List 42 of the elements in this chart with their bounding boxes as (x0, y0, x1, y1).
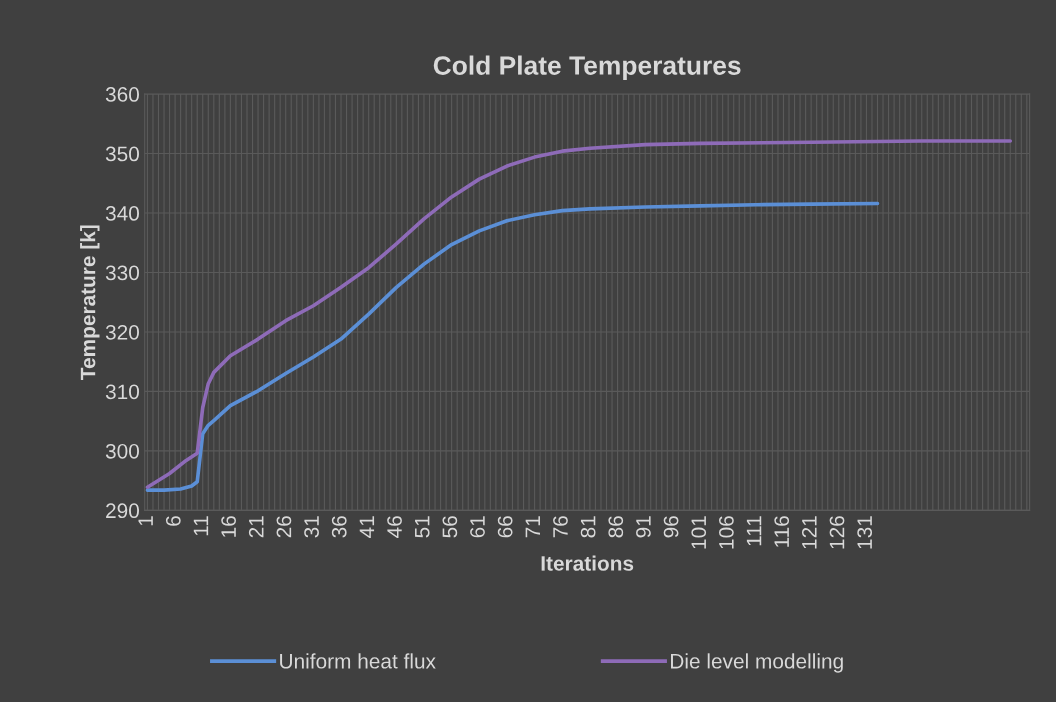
y-tick-label: 300 (105, 443, 139, 459)
x-tick-label: 26 (276, 516, 292, 538)
line-series (145, 201, 880, 492)
x-tick-label: 1 (138, 516, 153, 526)
y-tick-label: 320 (105, 324, 139, 340)
x-tick-label: 101 (691, 516, 707, 549)
x-tick-label: 16 (221, 516, 236, 537)
y-tick-label: 340 (105, 206, 139, 221)
y-tick-label: 290 (106, 503, 139, 519)
y-tick-label: 350 (105, 146, 139, 162)
y-axis-title: Temperature [k] (80, 225, 100, 380)
x-tick-label: 31 (304, 516, 319, 538)
x-tick-label: 106 (719, 516, 734, 549)
x-tick-label: 96 (663, 516, 679, 538)
x-tick-label: 81 (580, 516, 596, 538)
x-tick-label: 46 (387, 516, 402, 538)
x-tick-label: 56 (442, 516, 458, 538)
x-tick-label: 66 (497, 516, 513, 538)
chart-title: Cold Plate Temperatures (433, 55, 741, 81)
x-tick-label: 111 (746, 516, 762, 546)
legend-label: Die level modelling (671, 653, 843, 673)
x-tick-label: 86 (608, 516, 624, 538)
x-tick-label: 11 (193, 516, 209, 536)
x-tick-label: 21 (248, 516, 264, 538)
x-tick-label: 41 (359, 516, 375, 538)
x-tick-label: 91 (636, 516, 651, 538)
x-tick-label: 61 (470, 516, 485, 538)
legend-label: Uniform heat flux (280, 653, 436, 669)
y-tick-label: 330 (105, 265, 139, 281)
x-tick-label: 131 (857, 516, 873, 549)
y-tick-label: 310 (105, 384, 139, 400)
x-tick-label: 71 (525, 516, 540, 538)
x-axis-title: Iterations (541, 555, 634, 571)
x-tick-label: 36 (331, 516, 347, 538)
y-tick-label: 360 (105, 87, 139, 102)
x-tick-label: 121 (801, 516, 817, 549)
x-tick-label: 76 (553, 516, 568, 538)
line-series (145, 139, 1013, 489)
x-tick-label: 6 (165, 516, 181, 526)
x-tick-label: 116 (774, 516, 790, 547)
x-tick-label: 51 (415, 516, 430, 538)
x-tick-label: 126 (829, 516, 845, 549)
